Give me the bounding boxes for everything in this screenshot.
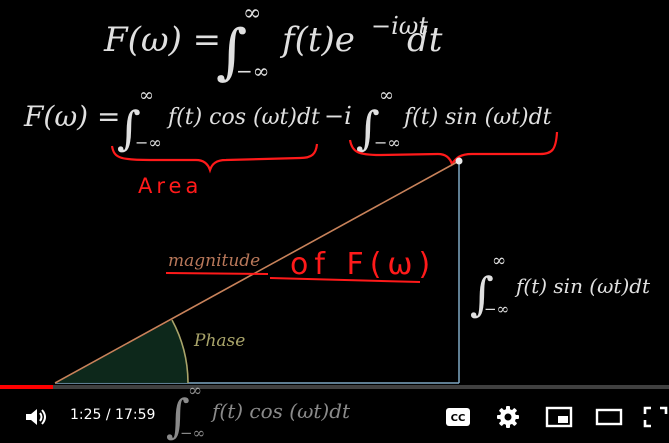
main-exponent: −iωt — [371, 12, 428, 40]
bottom-upper-limit: ∞ — [188, 381, 202, 401]
sin-integrand: f(t) sin (ωt)dt — [402, 105, 552, 130]
cos-integral-sign: ∫ — [117, 101, 141, 155]
of-F-omega-annotation: of F(ω) — [290, 247, 436, 282]
volume-icon — [26, 409, 46, 425]
main-integrand: f(t)e — [279, 20, 355, 60]
phase-angle-wedge — [55, 320, 188, 383]
cos-term-brace — [110, 143, 319, 174]
main-dt: dt — [407, 20, 443, 60]
main-formula-lhs: F(ω) = — [103, 20, 221, 60]
fullscreen-button[interactable] — [642, 402, 669, 432]
right-upper-limit: ∞ — [492, 251, 506, 271]
theater-mode-icon — [595, 408, 623, 426]
right-integral-sign: ∫ — [470, 267, 494, 321]
minus-i-term: −i — [324, 102, 352, 130]
cos-upper-limit: ∞ — [139, 85, 154, 106]
phase-label: Phase — [193, 331, 245, 351]
captions-icon: CC — [446, 408, 470, 426]
sin-integral-sign: ∫ — [356, 101, 380, 155]
miniplayer-button[interactable] — [542, 402, 576, 432]
subtitles-button[interactable]: CC — [442, 402, 474, 432]
base-side-label: ∫ ∞ −∞ f(t) cos (ωt)dt — [166, 381, 351, 443]
sin-lower-limit: −∞ — [374, 133, 401, 152]
magnitude-underline — [165, 272, 269, 275]
main-lower-limit: −∞ — [236, 59, 269, 83]
bottom-integral-sign: ∫ — [166, 389, 190, 443]
main-upper-limit: ∞ — [243, 1, 261, 26]
right-lower-limit: −∞ — [484, 300, 509, 318]
settings-button[interactable] — [492, 402, 524, 432]
theater-mode-button[interactable] — [592, 402, 626, 432]
sin-upper-limit: ∞ — [379, 85, 394, 106]
bottom-integrand: f(t) cos (ωt)dt — [210, 399, 351, 423]
settings-gear-icon — [497, 406, 519, 428]
fourier-transform-formula: F(ω) = ∫ ∞ −∞ f(t)e −iωt dt — [103, 1, 443, 87]
cos-lower-limit: −∞ — [135, 133, 162, 152]
vector-endpoint-dot — [455, 157, 463, 165]
time-display: 1:25 / 17:59 — [70, 407, 156, 423]
expanded-lhs: F(ω) = — [23, 100, 120, 133]
right-integrand: f(t) sin (ωt)dt — [514, 274, 651, 298]
hypotenuse-line — [54, 160, 460, 384]
fullscreen-icon — [643, 406, 668, 428]
bottom-lower-limit: −∞ — [180, 424, 205, 442]
svg-text:CC: CC — [451, 413, 466, 424]
mute-button[interactable] — [20, 402, 52, 432]
magnitude-label: magnitude — [168, 251, 260, 271]
phase-arc — [171, 319, 189, 384]
main-integral-sign: ∫ — [216, 17, 247, 87]
vertical-side-label: ∫ ∞ −∞ f(t) sin (ωt)dt — [470, 251, 651, 321]
expanded-formula: F(ω) = ∫ ∞ −∞ f(t) cos (ωt)dt −i ∫ ∞ −∞ … — [23, 85, 552, 155]
miniplayer-icon — [545, 406, 573, 428]
area-annotation: Area — [138, 174, 202, 198]
progress-bar-played — [0, 385, 53, 389]
cos-integrand: f(t) cos (ωt)dt — [166, 105, 320, 130]
progress-bar[interactable] — [0, 385, 669, 389]
of-F-underline — [269, 277, 421, 283]
